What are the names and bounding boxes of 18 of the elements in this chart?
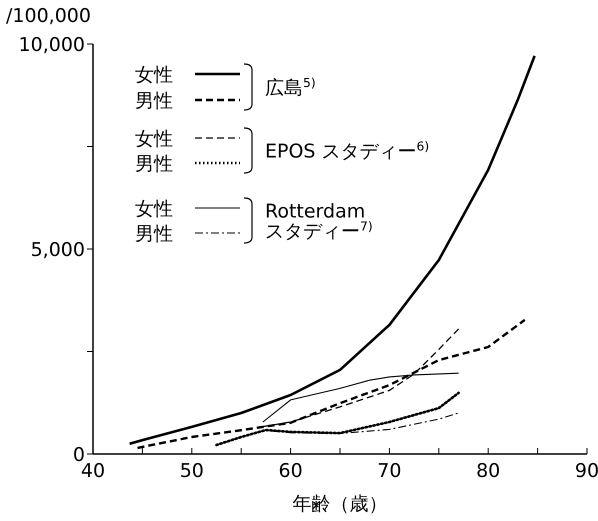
legend-label: 女性 [135,64,173,86]
x-tick-label: 60 [278,460,303,482]
y-axis-title: /100,000 [6,5,91,27]
y-tick-label: 10,000 [18,34,85,56]
legend-label: 男性 [135,223,173,245]
x-tick-label: 80 [476,460,500,482]
x-tick-label: 90 [574,460,598,482]
legend-label: 女性 [135,128,173,150]
annotation: Rotterdam スタディー$^{7)}$ [265,200,373,242]
legend-label: 女性 [135,198,173,220]
annotation: 広島$^{5)}$ [265,76,316,99]
y-tick-label: 5,000 [30,239,85,261]
legend-label: 男性 [135,90,173,112]
x-tick-label: 50 [180,460,204,482]
x-tick-label: 70 [377,460,402,482]
legend-label: 男性 [135,153,173,175]
x-axis-title: 年齢（歳） [292,493,388,515]
annotation: EPOS スタディー$^{6)}$ [265,140,430,162]
